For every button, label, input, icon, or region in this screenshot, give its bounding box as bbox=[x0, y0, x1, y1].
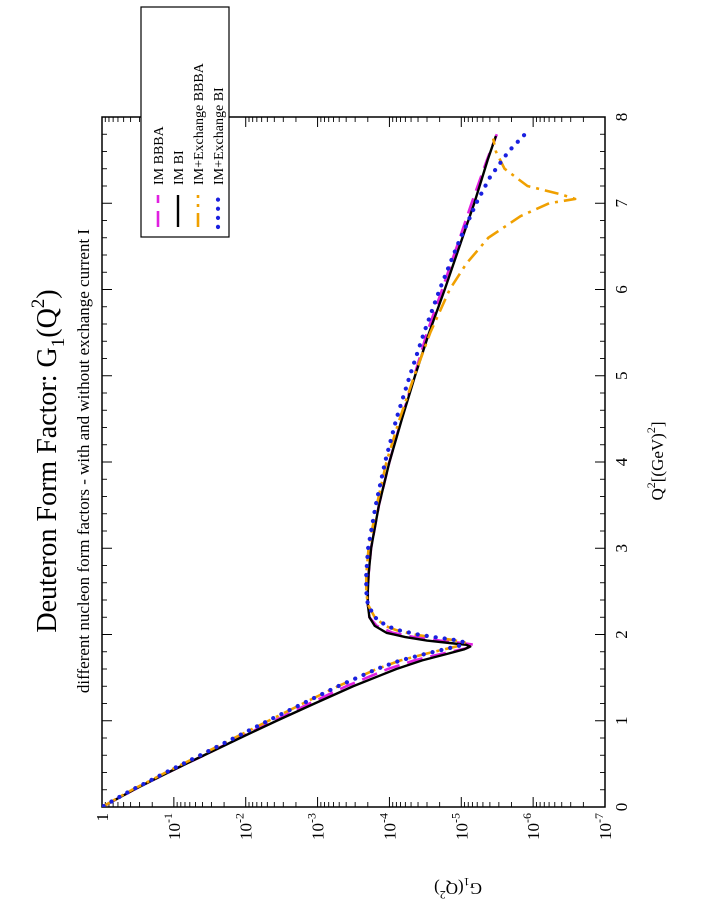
x-axis-label: Q2[(GeV)2] bbox=[644, 421, 667, 500]
x-tick-label: 2 bbox=[612, 630, 631, 639]
y-tick-label-exp: -3 bbox=[305, 813, 319, 823]
legend-label-2: IM BI bbox=[172, 150, 187, 185]
y-tick-label: 10-5 bbox=[448, 813, 471, 840]
y-tick-label: 10-6 bbox=[520, 813, 543, 840]
y-tick-label-base: 10 bbox=[452, 823, 471, 840]
x-tick-label: 1 bbox=[612, 717, 631, 726]
y-axis-label-main: G bbox=[470, 879, 482, 898]
y-tick-label-base: 10 bbox=[237, 823, 256, 840]
y-tick-label-base: 10 bbox=[596, 823, 615, 840]
y-tick-label-exp: -2 bbox=[233, 813, 247, 823]
y-axis-label: G1(Q2) bbox=[434, 875, 482, 902]
y-tick-label-base: 10 bbox=[380, 823, 399, 840]
chart-title-sup: 2 bbox=[28, 299, 49, 309]
legend: IM BBBA IM BI IM+Exchange BBBA IM+Exchange … bbox=[140, 6, 230, 238]
y-axis-label-tail: (Q bbox=[446, 879, 464, 898]
chart-title-tail: (Q bbox=[32, 308, 63, 338]
series-curves bbox=[102, 132, 577, 807]
y-axis-label-end: ) bbox=[434, 879, 440, 898]
y-tick-label-exp: -4 bbox=[376, 813, 390, 823]
y-tick-label-exp: -6 bbox=[520, 813, 534, 823]
y-tick-label: 10-7 bbox=[592, 813, 615, 840]
x-axis-label-end: ] bbox=[648, 421, 667, 427]
chart-subtitle: different nucleon form factors - with an… bbox=[74, 229, 93, 694]
x-tick-label: 7 bbox=[612, 199, 631, 208]
y-tick-label: 10-4 bbox=[376, 813, 399, 840]
series-line-2 bbox=[103, 135, 498, 807]
legend-label-3: IM+Exchange BBBA bbox=[192, 62, 207, 185]
series-line-4 bbox=[102, 132, 528, 807]
y-tick-label: 10-1 bbox=[161, 813, 184, 840]
legend-box bbox=[140, 6, 230, 238]
y-tick-label-base: 1 bbox=[93, 813, 112, 822]
x-tick-label: 8 bbox=[612, 113, 631, 122]
chart-title-main: Deuteron Form Factor: G bbox=[32, 347, 63, 632]
x-tick-label: 0 bbox=[612, 803, 631, 812]
chart-title-sub: 1 bbox=[48, 338, 69, 348]
y-axis-label-sub: 1 bbox=[464, 875, 470, 889]
x-axis-label-sup: 2 bbox=[644, 482, 658, 488]
legend-label-4: IM+Exchange BI bbox=[212, 87, 227, 185]
y-tick-label: 10-2 bbox=[233, 813, 256, 840]
legend-label-1: IM BBBA bbox=[152, 125, 167, 185]
y-tick-label-base: 10 bbox=[524, 823, 543, 840]
y-tick-label: 1 bbox=[93, 813, 112, 822]
x-axis-label-sup2: 2 bbox=[644, 427, 658, 433]
y-axis-label-sup: 2 bbox=[440, 888, 446, 902]
chart-title-end: ) bbox=[32, 289, 63, 298]
y-tick-label-base: 10 bbox=[309, 823, 328, 840]
x-tick-label: 4 bbox=[612, 457, 631, 466]
x-tick-label: 5 bbox=[612, 372, 631, 381]
y-tick-label-exp: -1 bbox=[161, 813, 175, 823]
x-axis-label-main: Q bbox=[648, 488, 667, 500]
x-tick-label: 3 bbox=[612, 544, 631, 553]
chart-title: Deuteron Form Factor: G1(Q2) bbox=[28, 289, 69, 632]
x-tick-label: 6 bbox=[612, 285, 631, 294]
y-tick-label: 10-3 bbox=[305, 813, 328, 840]
x-axis-label-tail: [(GeV) bbox=[648, 433, 667, 482]
y-tick-label-exp: -7 bbox=[592, 813, 606, 823]
y-tick-label-base: 10 bbox=[165, 823, 184, 840]
y-tick-label-exp: -5 bbox=[448, 813, 462, 823]
